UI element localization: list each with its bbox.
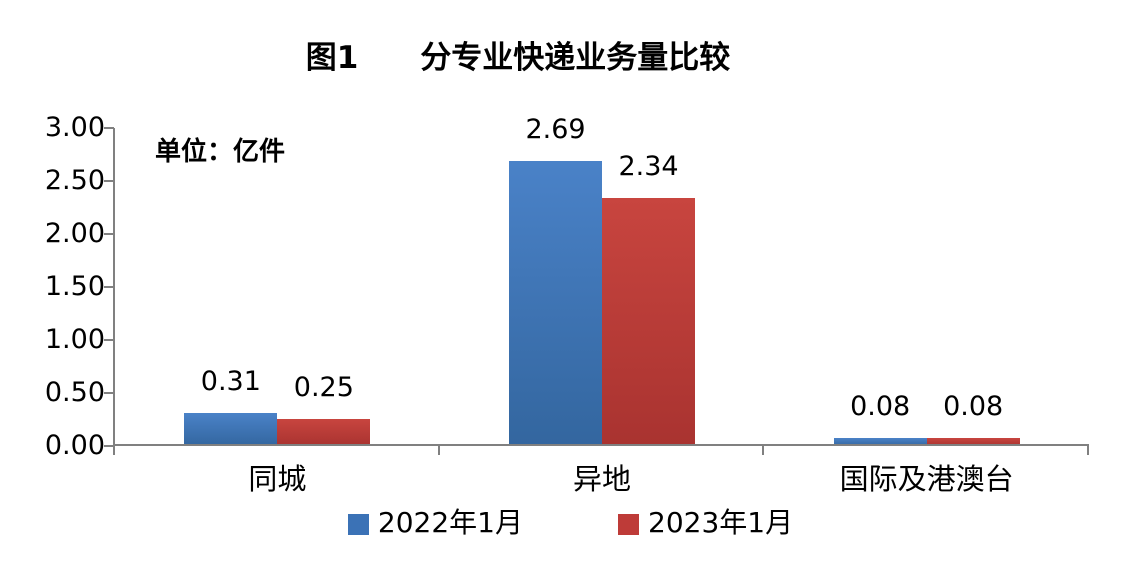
- x-category-label: 国际及港澳台: [839, 462, 1014, 496]
- x-axis-tick: [1087, 446, 1089, 455]
- bar-value-label: 0.31: [200, 366, 261, 397]
- bar: [509, 161, 602, 446]
- y-axis-tick-label: 0.50: [44, 377, 105, 408]
- y-axis-tick-label: 1.00: [44, 324, 105, 355]
- y-axis-tick: [104, 286, 114, 288]
- legend-swatch: [618, 513, 639, 535]
- x-axis-line: [113, 444, 1089, 446]
- x-axis-tick: [762, 446, 765, 455]
- y-axis-tick: [104, 339, 114, 341]
- legend-item: 2022年1月: [347, 506, 523, 540]
- x-category-label: 异地: [572, 462, 631, 496]
- bar-value-label: 2.34: [618, 151, 679, 182]
- bar: [926, 438, 1020, 446]
- y-axis-line: [113, 128, 115, 446]
- bar-value-label: 0.08: [943, 391, 1004, 422]
- legend-swatch: [347, 513, 369, 535]
- legend-label: 2022年1月: [377, 506, 523, 539]
- y-axis-tick: [104, 233, 114, 235]
- y-axis-tick-label: 0.00: [44, 430, 105, 461]
- y-axis-tick: [104, 180, 114, 182]
- bar: [277, 419, 371, 446]
- legend-item: 2023年1月: [618, 506, 793, 540]
- x-axis-tick: [437, 446, 440, 455]
- legend-label: 2023年1月: [648, 506, 794, 539]
- y-axis-tick-label: 2.00: [44, 218, 105, 249]
- y-axis-tick: [104, 445, 114, 447]
- y-axis-tick-label: 2.50: [44, 165, 105, 196]
- y-axis-tick: [104, 392, 114, 394]
- x-category-label: 同城: [248, 462, 307, 496]
- bar: [602, 198, 695, 446]
- bar: [833, 438, 927, 446]
- x-axis-tick: [113, 446, 115, 455]
- y-axis-tick: [104, 127, 114, 129]
- unit-label: 单位：亿件: [155, 137, 286, 167]
- bar-value-label: 0.08: [850, 391, 911, 422]
- y-axis-tick-label: 1.50: [44, 271, 105, 302]
- bar: [184, 413, 278, 446]
- chart-title: 图1 分专业快递业务量比较: [305, 40, 731, 76]
- bar-value-label: 0.25: [293, 372, 354, 403]
- bar-value-label: 2.69: [525, 114, 586, 145]
- legend: 2022年1月 2023年1月: [0, 506, 1141, 540]
- y-axis-tick-label: 3.00: [44, 112, 105, 143]
